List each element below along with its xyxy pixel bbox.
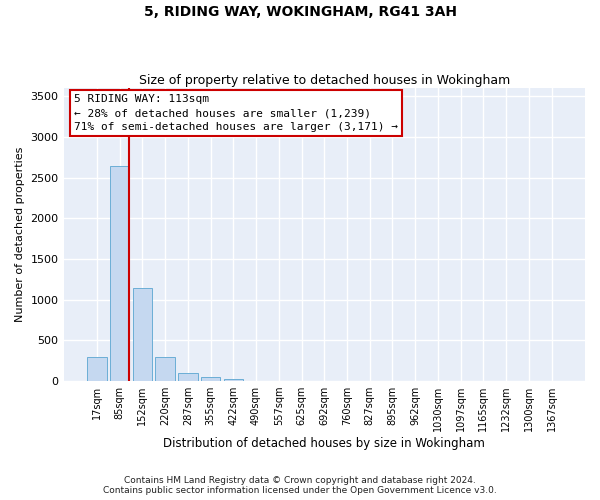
- Bar: [133, 288, 152, 381]
- Text: 5, RIDING WAY, WOKINGHAM, RG41 3AH: 5, RIDING WAY, WOKINGHAM, RG41 3AH: [143, 5, 457, 19]
- Bar: [155, 356, 175, 381]
- Bar: [201, 377, 220, 381]
- Bar: [178, 373, 197, 381]
- X-axis label: Distribution of detached houses by size in Wokingham: Distribution of detached houses by size …: [163, 437, 485, 450]
- Text: 5 RIDING WAY: 113sqm
← 28% of detached houses are smaller (1,239)
71% of semi-de: 5 RIDING WAY: 113sqm ← 28% of detached h…: [74, 94, 398, 132]
- Bar: [110, 166, 130, 381]
- Title: Size of property relative to detached houses in Wokingham: Size of property relative to detached ho…: [139, 74, 510, 87]
- Bar: [87, 358, 107, 381]
- Y-axis label: Number of detached properties: Number of detached properties: [15, 147, 25, 322]
- Bar: [224, 378, 243, 381]
- Text: Contains HM Land Registry data © Crown copyright and database right 2024.
Contai: Contains HM Land Registry data © Crown c…: [103, 476, 497, 495]
